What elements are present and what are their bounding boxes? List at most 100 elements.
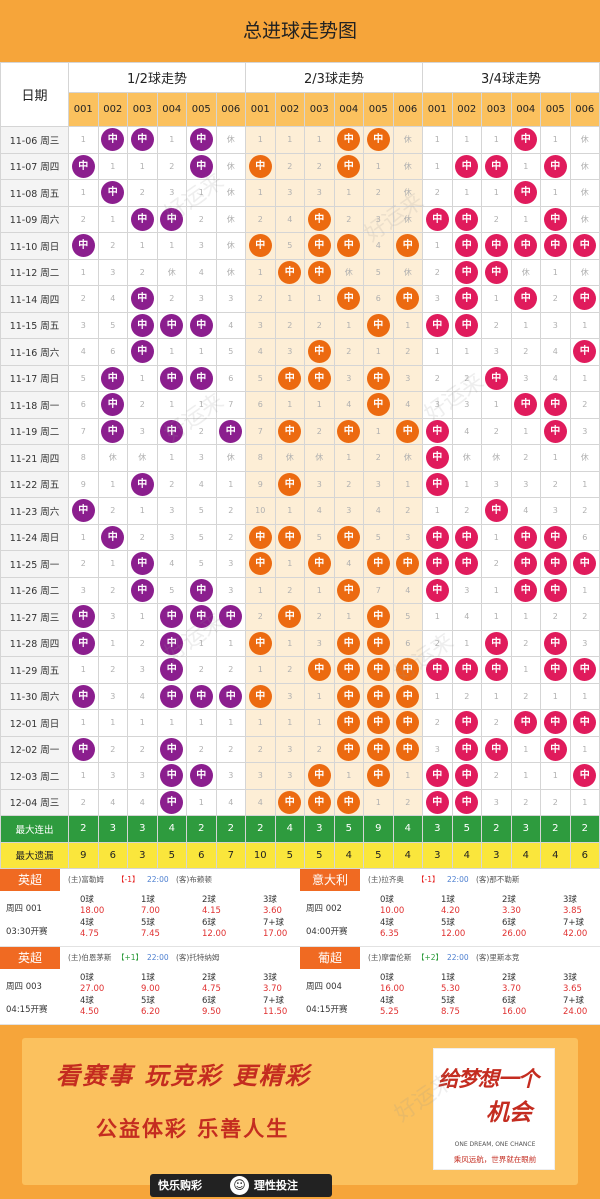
trend-cell: 中 xyxy=(245,523,276,551)
odds-cell[interactable]: 3球 3.60 xyxy=(263,895,320,917)
odds-cell[interactable]: 6球 12.00 xyxy=(202,918,259,940)
max-streak-value: 2 xyxy=(540,815,571,843)
odds-cell[interactable]: 0球 18.00 xyxy=(80,895,137,917)
trend-cell: 1 xyxy=(186,709,217,737)
trend-cell: 中 xyxy=(451,762,482,790)
trend-cell: 中 xyxy=(392,285,423,313)
trend-cell: 4 xyxy=(333,550,364,578)
trend-cell: 1 xyxy=(510,205,541,233)
trend-cell: 3 xyxy=(392,523,423,551)
trend-cell: 3 xyxy=(510,364,541,392)
trend-cell: 3 xyxy=(304,179,335,207)
hit-ball: 中 xyxy=(543,552,567,576)
odds-cell[interactable]: 1球 9.00 xyxy=(141,973,198,995)
hit-ball: 中 xyxy=(366,393,390,417)
odds-cell[interactable]: 1球 4.20 xyxy=(441,895,498,917)
trend-cell: 6 xyxy=(215,364,246,392)
subcolumn-header: 004 xyxy=(333,92,364,127)
trend-cell: 1 xyxy=(127,709,158,737)
trend-cell: 2 xyxy=(422,629,453,657)
trend-cell: 中 xyxy=(569,656,600,684)
row-date: 11-15 周五 xyxy=(0,311,69,339)
dream-badge: 给梦想一个 机会 ONE DREAM, ONE CHANCE 乘风远航，世界就在… xyxy=(433,1048,555,1170)
trend-cell: 中 xyxy=(451,550,482,578)
row-date: 11-06 周三 xyxy=(0,126,69,154)
hit-ball: 中 xyxy=(543,419,567,443)
trend-cell: 休 xyxy=(481,444,512,472)
odds-cell[interactable]: 2球 4.75 xyxy=(202,973,259,995)
hit-ball: 中 xyxy=(130,552,154,576)
odds-cell[interactable]: 2球 3.30 xyxy=(502,895,559,917)
odds-cell[interactable]: 7+球 24.00 xyxy=(563,996,600,1018)
odds-cell[interactable]: 1球 7.00 xyxy=(141,895,198,917)
odds-cell[interactable]: 6球 26.00 xyxy=(502,918,559,940)
trend-cell: 4 xyxy=(245,338,276,366)
odds-value: 16.00 xyxy=(502,1007,527,1017)
trend-cell: 中 xyxy=(156,364,187,392)
trend-cell: 4 xyxy=(510,497,541,525)
odds-cell[interactable]: 6球 16.00 xyxy=(502,996,559,1018)
hit-ball: 中 xyxy=(484,631,508,655)
odds-cell[interactable]: 5球 12.00 xyxy=(441,918,498,940)
odds-cell[interactable]: 4球 5.25 xyxy=(380,996,437,1018)
odds-cell[interactable]: 3球 3.85 xyxy=(563,895,600,917)
odds-cell[interactable]: 7+球 17.00 xyxy=(263,918,320,940)
trend-cell: 2 xyxy=(186,735,217,763)
odds-cell[interactable]: 6球 9.50 xyxy=(202,996,259,1018)
trend-cell: 2 xyxy=(392,338,423,366)
odds-cell[interactable]: 3球 3.70 xyxy=(263,973,320,995)
trend-cell: 中 xyxy=(363,682,394,710)
odds-cell[interactable]: 0球 27.00 xyxy=(80,973,137,995)
trend-cell: 休 xyxy=(97,444,128,472)
trend-cell: 休 xyxy=(569,126,600,154)
odds-cell[interactable]: 0球 16.00 xyxy=(380,973,437,995)
hit-ball: 中 xyxy=(425,313,449,337)
trend-cell: 2 xyxy=(333,470,364,498)
max-streak-value: 4 xyxy=(274,815,305,843)
trend-cell: 1 xyxy=(156,232,187,260)
match-time: 22:00 xyxy=(447,875,469,884)
odds-cell[interactable]: 7+球 11.50 xyxy=(263,996,320,1018)
table-row: 11-14 周四 2 4 中 2 3 3 2 1 1 中 6 中 3 中 1 中 2 中 xyxy=(0,285,600,313)
odds-value: 3.65 xyxy=(563,984,582,994)
odds-cell[interactable]: 4球 6.35 xyxy=(380,918,437,940)
trend-cell: 1 xyxy=(451,629,482,657)
odds-cell[interactable]: 1球 5.30 xyxy=(441,973,498,995)
odds-cell[interactable]: 3球 3.65 xyxy=(563,973,600,995)
goal-count: 5球 xyxy=(141,996,155,1006)
trend-cell: 1 xyxy=(97,152,128,180)
odds-value: 3.85 xyxy=(563,906,582,916)
trend-cell: 3 xyxy=(274,338,305,366)
max-miss-value: 3 xyxy=(481,841,512,869)
trend-cell: 1 xyxy=(215,629,246,657)
trend-cell: 2 xyxy=(451,682,482,710)
trend-cell: 2 xyxy=(481,417,512,445)
trend-cell: 休 xyxy=(392,444,423,472)
hit-ball: 中 xyxy=(543,711,567,735)
odds-cell[interactable]: 7+球 42.00 xyxy=(563,918,600,940)
trend-cell: 3 xyxy=(333,364,364,392)
table-row: 11-23 周六中 2 1 3 5 2 10 1 4 3 4 2 1 2 中 4 3 2 xyxy=(0,497,600,525)
odds-cell[interactable]: 0球 10.00 xyxy=(380,895,437,917)
trend-cell: 中 xyxy=(333,629,364,657)
hit-ball: 中 xyxy=(337,419,361,443)
trend-cell: 中 xyxy=(392,232,423,260)
subcolumn-header: 001 xyxy=(422,92,453,127)
trend-cell: 中 xyxy=(156,762,187,790)
trend-cell: 2 xyxy=(156,470,187,498)
odds-cell[interactable]: 4球 4.75 xyxy=(80,918,137,940)
trend-cell: 1 xyxy=(422,338,453,366)
odds-cell[interactable]: 5球 8.75 xyxy=(441,996,498,1018)
odds-cell[interactable]: 4球 4.50 xyxy=(80,996,137,1018)
hit-ball: 中 xyxy=(160,764,184,788)
hit-ball: 中 xyxy=(160,419,184,443)
trend-cell: 3 xyxy=(215,550,246,578)
odds-cell[interactable]: 5球 6.20 xyxy=(141,996,198,1018)
odds-cell[interactable]: 2球 4.15 xyxy=(202,895,259,917)
odds-cell[interactable]: 2球 3.70 xyxy=(502,973,559,995)
odds-cell[interactable]: 5球 7.45 xyxy=(141,918,198,940)
trend-cell: 6 xyxy=(68,391,99,419)
trend-cell: 1 xyxy=(422,232,453,260)
trend-cell: 1 xyxy=(333,444,364,472)
trend-cell: 1 xyxy=(540,682,571,710)
